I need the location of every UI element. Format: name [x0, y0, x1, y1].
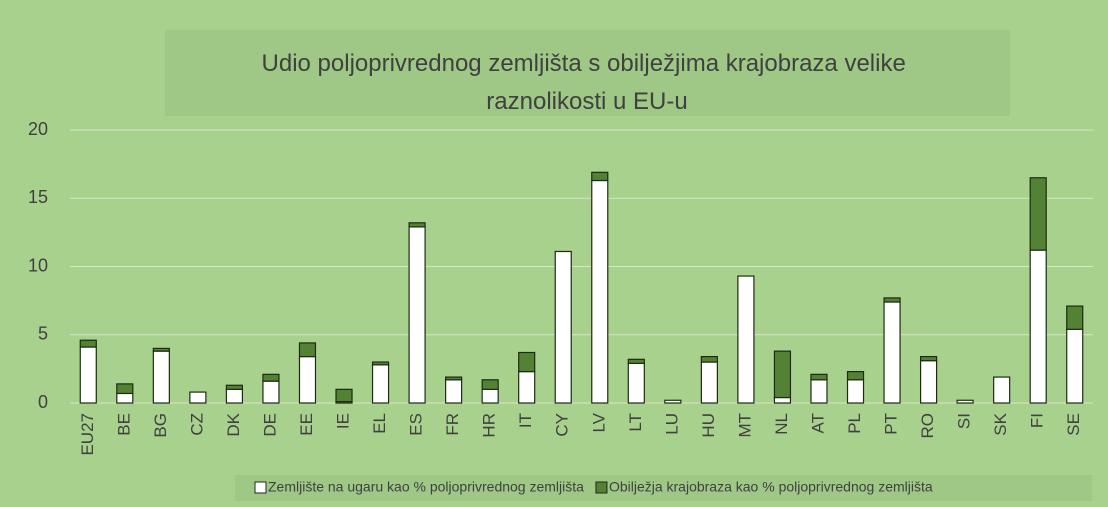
bar-segment — [371, 364, 390, 404]
bar-segment — [116, 392, 134, 404]
x-tick-label: BG — [151, 413, 170, 438]
legend-swatch — [254, 481, 267, 494]
y-tick-label: 0 — [38, 392, 48, 412]
x-tick-label: LU — [662, 413, 681, 435]
x-tick-label: RO — [918, 413, 937, 439]
bar-segment — [298, 342, 317, 358]
x-tick-label: LT — [626, 413, 645, 432]
bar-segment — [445, 379, 463, 404]
bar-segment — [445, 376, 463, 381]
bar-segment — [737, 275, 755, 404]
x-tick-label: PL — [845, 413, 864, 434]
bar-segment — [627, 362, 645, 404]
x-tick-label: BE — [114, 413, 133, 436]
bar-segment — [1066, 328, 1084, 404]
bar-segment — [225, 388, 244, 404]
bar-segment — [810, 373, 828, 381]
x-tick-label: CY — [553, 413, 572, 437]
bar-segment — [919, 355, 938, 362]
bar-segment — [773, 350, 792, 399]
x-tick-label: PT — [882, 413, 901, 435]
bar-segment — [262, 380, 280, 404]
bar-segment — [1066, 305, 1084, 330]
bar-segment — [664, 399, 682, 404]
legend-swatch — [595, 481, 608, 494]
bar-segment — [189, 391, 207, 404]
bar-segment — [481, 388, 499, 404]
bar-segment — [846, 379, 865, 404]
x-tick-label: ES — [407, 413, 426, 436]
x-tick-label: MT — [735, 413, 754, 438]
y-tick-label: 15 — [28, 187, 48, 207]
legend-label: Zemljište na ugaru kao % poljoprivrednog… — [268, 479, 584, 495]
y-tick-label: 5 — [38, 324, 48, 344]
bar-segment — [1029, 177, 1047, 251]
bar-segment — [591, 179, 609, 404]
bar-segment — [408, 226, 426, 404]
chart-title: Udio poljoprivrednog zemljišta s obiljež… — [262, 50, 913, 115]
bar-segment — [919, 360, 938, 404]
x-tick-label: EE — [297, 413, 316, 436]
bar-segment — [846, 371, 865, 381]
bar-segment — [152, 347, 170, 352]
x-tick-label: SE — [1064, 413, 1083, 436]
bar-segment — [116, 383, 134, 395]
y-tick-label: 10 — [28, 255, 48, 275]
x-tick-label: AT — [808, 413, 827, 433]
x-tick-label: HR — [480, 413, 499, 438]
bar-segment — [700, 361, 718, 404]
bar-segment — [408, 222, 426, 228]
bar-segment — [298, 355, 317, 404]
bar-segment — [1029, 249, 1047, 404]
bar-segment — [700, 355, 718, 363]
bar-segment — [627, 358, 645, 365]
bar-segment — [152, 350, 170, 404]
bar-segment — [335, 388, 353, 403]
bar-segment — [554, 250, 572, 404]
x-tick-label: IT — [516, 413, 535, 428]
y-tick-label: 20 — [28, 119, 48, 139]
x-tick-label: IE — [334, 413, 353, 429]
bar-segment — [883, 301, 901, 404]
bar-segment — [993, 376, 1011, 404]
x-tick-label: DE — [260, 413, 279, 437]
bar-segment — [371, 361, 390, 366]
x-tick-label: FR — [443, 413, 462, 436]
bar-segment — [79, 346, 97, 404]
x-tick-label: CZ — [187, 413, 206, 436]
x-tick-label: EU27 — [78, 413, 97, 456]
bar-segment — [591, 171, 609, 182]
x-tick-label: NL — [772, 413, 791, 435]
x-tick-label: HU — [699, 413, 718, 438]
bar-segment — [225, 384, 244, 390]
x-tick-label: DK — [224, 412, 243, 436]
bar-segment — [481, 379, 499, 390]
x-tick-label: LV — [589, 412, 608, 432]
legend-box — [235, 475, 1092, 501]
x-tick-label: SK — [991, 412, 1010, 435]
x-tick-label: SI — [955, 413, 974, 429]
bar-segment — [518, 371, 536, 404]
bar-segment — [810, 379, 828, 404]
bar-segment — [773, 396, 792, 404]
bar-segment — [883, 297, 901, 303]
legend-label: Obilježja krajobraza kao % poljoprivredn… — [609, 479, 933, 495]
bar-segment — [262, 373, 280, 382]
bar-segment — [518, 351, 536, 373]
bar-segment — [956, 399, 974, 404]
bar-segment — [79, 339, 97, 348]
x-tick-label: EL — [370, 413, 389, 434]
x-tick-label: FI — [1028, 413, 1047, 428]
title-box — [165, 30, 1010, 116]
